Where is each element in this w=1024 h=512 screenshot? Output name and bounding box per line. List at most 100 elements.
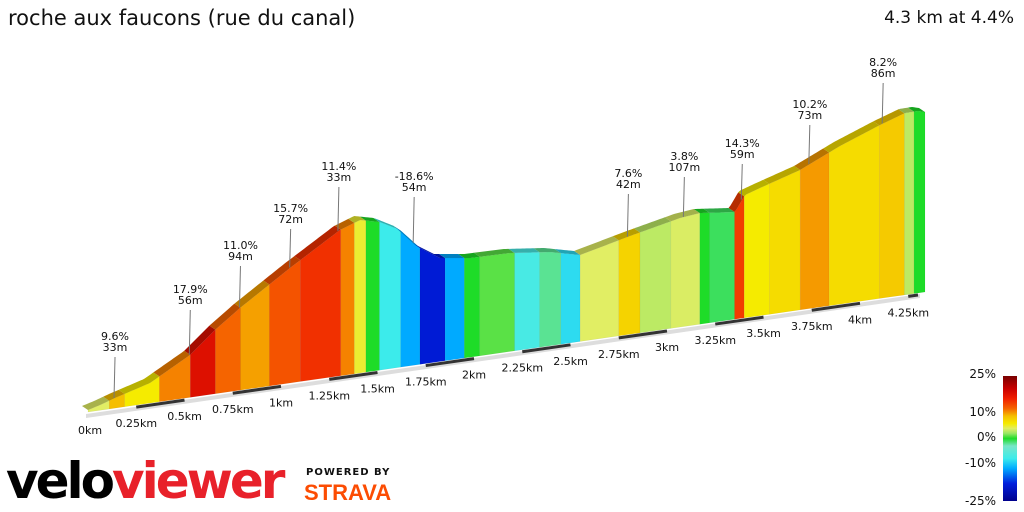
annotation-leader bbox=[289, 228, 292, 268]
annotation-leader bbox=[740, 163, 743, 200]
profile-rim bbox=[612, 228, 640, 241]
profile-rim bbox=[763, 165, 801, 184]
profile-rim bbox=[664, 209, 700, 222]
veloviewer-logo: veloviewer bbox=[6, 452, 285, 510]
grade-segment bbox=[799, 152, 830, 311]
grade-colorbar bbox=[1003, 376, 1017, 501]
annotation-grade: 11.4% bbox=[321, 160, 356, 173]
x-tick-label: 2.25km bbox=[501, 362, 543, 375]
profile-rim bbox=[738, 179, 770, 197]
annotation-length: 94m bbox=[228, 250, 253, 263]
x-tick-label: 4.25km bbox=[887, 306, 929, 319]
x-tick-label: 2.75km bbox=[598, 348, 640, 361]
profile-rim bbox=[473, 248, 515, 257]
profile-rim bbox=[153, 350, 191, 377]
grade-segment bbox=[879, 112, 905, 299]
profile-rim bbox=[359, 216, 380, 222]
x-tick-label: 0.5km bbox=[167, 410, 202, 423]
annotation-grade: 8.2% bbox=[869, 56, 897, 69]
x-tick-label: 2km bbox=[462, 369, 486, 382]
colorbar-label: -10% bbox=[964, 456, 996, 470]
grade-segment bbox=[670, 212, 701, 329]
grade-segment bbox=[904, 111, 915, 296]
annotation-leader bbox=[626, 193, 629, 237]
colorbar-label: -25% bbox=[964, 494, 996, 508]
profile-rim bbox=[209, 303, 241, 330]
annotation-grade: 15.7% bbox=[273, 202, 308, 215]
profile-rim bbox=[873, 109, 905, 126]
powered-by-label: POWERED BY bbox=[306, 467, 391, 478]
x-tick-label: 1.25km bbox=[308, 389, 350, 402]
profile-rim bbox=[413, 243, 446, 258]
annotation-grade: 7.6% bbox=[614, 167, 642, 180]
grade-segment bbox=[639, 220, 672, 334]
axis-tick-bar bbox=[715, 315, 764, 326]
grade-segment bbox=[419, 247, 446, 365]
climb-summary: 4.3 km at 4.4% bbox=[884, 8, 1014, 28]
annotation-leader bbox=[113, 356, 116, 399]
grade-segment bbox=[379, 221, 401, 371]
annotation-grade: 9.6% bbox=[101, 330, 129, 343]
annotation-length: 59m bbox=[730, 148, 755, 161]
profile-rim bbox=[633, 217, 671, 233]
x-tick-label: 0.25km bbox=[115, 417, 157, 430]
annotation-grade: 14.3% bbox=[725, 137, 760, 150]
annotation-grade: 3.8% bbox=[670, 150, 698, 163]
annotation-length: 107m bbox=[669, 161, 701, 174]
profile-rim bbox=[458, 252, 480, 258]
grade-segment bbox=[340, 222, 355, 377]
colorbar-label: 0% bbox=[976, 430, 996, 444]
axis-tick-bar bbox=[522, 343, 571, 354]
x-tick-label: 3.5km bbox=[746, 327, 781, 340]
profile-rim bbox=[554, 249, 581, 255]
x-tick-label: 2.5km bbox=[553, 355, 588, 368]
x-tick-label: 1km bbox=[269, 396, 293, 409]
annotation-length: 42m bbox=[616, 178, 641, 191]
profile-rim bbox=[234, 280, 270, 308]
annotation-leader bbox=[238, 265, 241, 308]
annotation-leader bbox=[337, 186, 340, 231]
x-tick-label: 0km bbox=[78, 424, 102, 437]
profile-rim bbox=[703, 208, 735, 213]
profile-rim bbox=[82, 396, 110, 410]
annotation-leader bbox=[881, 82, 884, 124]
x-tick-label: 4km bbox=[848, 313, 872, 326]
grade-segment bbox=[734, 195, 745, 320]
grade-segment bbox=[354, 219, 367, 375]
grade-segment bbox=[828, 124, 880, 307]
annotation-leader bbox=[808, 124, 811, 165]
annotation-leader bbox=[188, 309, 191, 355]
profile-rim bbox=[439, 254, 465, 258]
grade-segment bbox=[913, 110, 926, 294]
annotation-length: 33m bbox=[103, 341, 128, 354]
axis-tick-bar bbox=[811, 301, 861, 312]
x-tick-label: 3.75km bbox=[791, 320, 833, 333]
grade-segment bbox=[479, 252, 515, 357]
grade-segment bbox=[579, 239, 619, 342]
annotation-length: 56m bbox=[178, 294, 203, 307]
grade-segment bbox=[560, 252, 581, 345]
axis-tick-bar bbox=[232, 384, 282, 395]
colorbar-label: 25% bbox=[969, 367, 996, 381]
axis-tick-bar bbox=[425, 357, 475, 368]
grade-segment bbox=[444, 257, 465, 362]
grade-segment bbox=[400, 230, 421, 368]
grade-segment bbox=[699, 212, 710, 325]
grade-segment bbox=[539, 251, 562, 348]
annotation-grade: -18.6% bbox=[395, 170, 434, 183]
profile-rim bbox=[823, 121, 880, 153]
axis-tick-bar bbox=[136, 398, 185, 409]
axis-tick-bar bbox=[329, 371, 378, 381]
annotation-grade: 11.0% bbox=[223, 239, 258, 252]
x-tick-label: 1.75km bbox=[405, 376, 447, 389]
annotation-leader bbox=[412, 196, 415, 243]
baseline-strip bbox=[86, 294, 920, 418]
profile-rim bbox=[118, 372, 160, 394]
profile-rim bbox=[184, 325, 216, 355]
profile-rim bbox=[908, 107, 925, 112]
profile-rim bbox=[263, 256, 301, 285]
profile-rim bbox=[348, 216, 366, 223]
grade-segment bbox=[769, 169, 801, 315]
profile-rim bbox=[373, 217, 401, 231]
